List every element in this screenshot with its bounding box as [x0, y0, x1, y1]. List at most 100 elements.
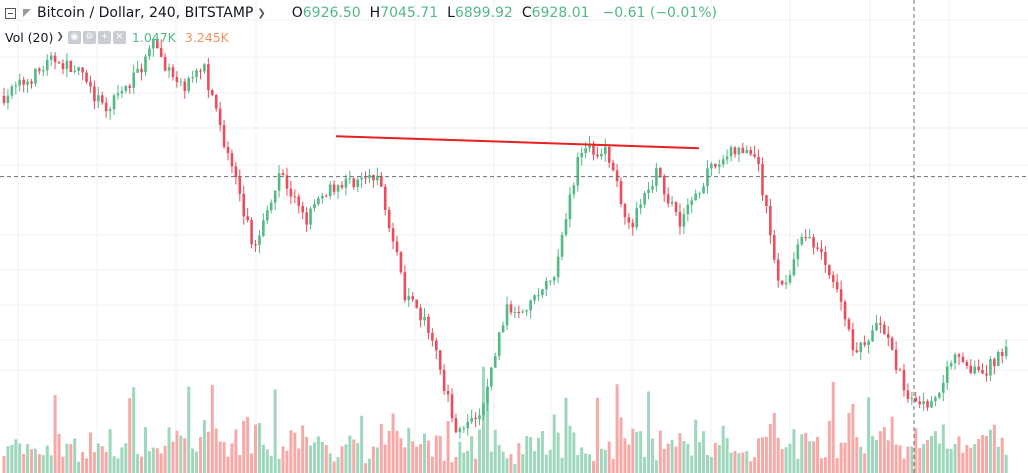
volume-bar — [230, 443, 234, 473]
candle-body — [65, 60, 69, 70]
candle-body — [442, 369, 446, 391]
candle-body — [395, 241, 399, 253]
volume-bar — [470, 436, 474, 473]
candle-body — [953, 354, 957, 364]
volume-title[interactable]: Vol (20) — [5, 29, 54, 45]
volume-bar — [929, 435, 933, 473]
candle-body — [717, 164, 721, 167]
candle-body — [659, 167, 662, 176]
candle-body — [438, 350, 442, 370]
candle-body — [376, 175, 379, 181]
volume-bar — [564, 397, 568, 473]
volume-bar — [478, 429, 482, 473]
volume-bar — [933, 431, 937, 473]
volume-bar — [411, 441, 415, 473]
chevron-down-icon[interactable]: ❯ — [56, 32, 64, 42]
eye-icon[interactable]: ◉ — [67, 30, 81, 44]
volume-bar — [733, 450, 737, 473]
volume-bar — [364, 463, 368, 473]
volume-bar — [780, 449, 784, 473]
candle-body — [753, 154, 756, 157]
volume-bar — [835, 458, 839, 473]
candle-body — [812, 237, 815, 248]
candle-body — [336, 185, 340, 192]
volume-bar — [729, 452, 733, 473]
candle-body — [368, 174, 371, 179]
close-icon[interactable]: ✕ — [112, 30, 126, 44]
candle-body — [639, 204, 642, 209]
volume-bar — [666, 443, 670, 473]
volume-bar — [910, 446, 914, 473]
volume-bar — [430, 456, 434, 473]
candle-body — [332, 184, 336, 192]
candle-body — [258, 235, 261, 245]
candle-body — [497, 332, 501, 357]
candle-body — [187, 78, 191, 92]
volume-bar — [851, 403, 855, 473]
candle-body — [14, 85, 18, 87]
candle-body — [30, 81, 33, 84]
chevron-down-icon[interactable]: ❯ — [257, 7, 266, 19]
volume-bar — [238, 455, 242, 473]
volume-bar — [179, 435, 183, 473]
volume-bar — [1004, 454, 1008, 473]
candle-body — [364, 177, 367, 179]
volume-bar — [474, 458, 478, 473]
volume-bar — [737, 453, 741, 473]
candle-body — [427, 316, 430, 334]
candle-body — [482, 403, 485, 416]
volume-bar — [10, 444, 14, 473]
candle-body — [214, 95, 218, 109]
candle-body — [199, 70, 202, 72]
volume-bar — [234, 429, 238, 473]
candle-body — [647, 189, 650, 194]
volume-bar — [705, 455, 709, 473]
volume-bar — [112, 456, 116, 473]
volume-bar — [580, 447, 584, 473]
volume-bar — [501, 451, 505, 473]
candle-body — [729, 147, 733, 157]
candle-body — [411, 296, 415, 300]
candle-body — [631, 222, 635, 228]
volume-bar — [713, 442, 717, 473]
candle-body — [938, 392, 941, 398]
candle-body — [788, 275, 792, 283]
volume-bar — [741, 452, 745, 473]
candle-body — [816, 247, 819, 249]
candle-body — [839, 289, 843, 302]
candle-body — [281, 173, 285, 176]
settings-icon[interactable]: ⚙ — [82, 30, 96, 44]
volume-bar — [187, 386, 191, 473]
volume-ma-value: 3.245K — [184, 29, 229, 45]
candle-body — [521, 311, 525, 313]
candle-body — [419, 307, 422, 321]
volume-bar — [615, 384, 619, 473]
candle-body — [741, 147, 745, 154]
volume-bar — [961, 452, 965, 473]
trendline[interactable] — [335, 135, 700, 150]
candle-body — [993, 359, 996, 366]
collapse-icon[interactable] — [5, 7, 16, 19]
candle-body — [203, 64, 206, 72]
volume-bar — [847, 412, 851, 473]
candle-body — [863, 342, 866, 345]
volume-bar — [423, 433, 427, 473]
volume-bar — [533, 451, 537, 473]
volume-bar — [33, 448, 37, 473]
volume-bar — [670, 440, 674, 473]
plus-icon[interactable]: + — [97, 30, 111, 44]
candle-body — [611, 162, 615, 171]
candle-body — [926, 401, 929, 408]
volume-bar — [981, 435, 985, 473]
candle-body — [470, 417, 473, 422]
candle-body — [38, 68, 41, 71]
volume-bar — [603, 449, 607, 473]
symbol-title[interactable]: Bitcoin / Dollar, 240, BITSTAMP — [37, 5, 254, 21]
volume-bar — [81, 452, 85, 473]
volume-bar — [823, 457, 827, 473]
candle-body — [989, 359, 992, 376]
volume-bar — [768, 424, 772, 473]
candle-body — [415, 299, 418, 308]
candle-body — [407, 296, 411, 301]
